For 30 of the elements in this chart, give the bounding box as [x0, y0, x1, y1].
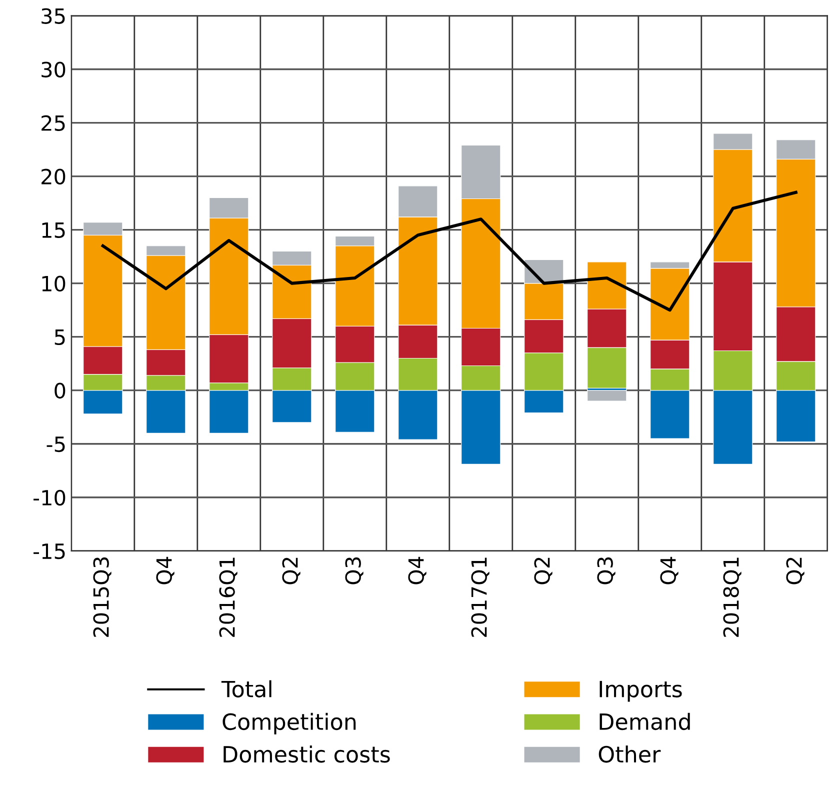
- x-tick-label: Q4: [660, 556, 678, 584]
- y-tick-label: 25: [42, 115, 65, 131]
- x-tick-label: 2015Q3: [93, 557, 112, 637]
- y-tick-label: -15: [34, 544, 65, 560]
- x-tick-label: Q3: [345, 557, 364, 584]
- y-tick-label: 20: [42, 168, 66, 184]
- x-tick-label: Q2: [786, 558, 804, 584]
- line-series: [101, 190, 798, 312]
- x-tick-label: Q2: [534, 558, 552, 584]
- legend-label: Demand: [600, 712, 690, 730]
- y-tick-label: 15: [42, 222, 65, 238]
- y-tick-label: 35: [42, 8, 65, 24]
- legend-label: Imports: [600, 680, 682, 702]
- legend-label: Other: [598, 745, 661, 763]
- x-tick-label: Q4: [408, 556, 426, 584]
- legend-label: Total: [221, 680, 272, 698]
- legend-label: Competition: [222, 712, 356, 734]
- y-tick-label: 5: [54, 330, 65, 346]
- y-tick-label: 10: [42, 276, 66, 292]
- x-tick-label: Q4: [156, 556, 174, 584]
- x-tick-label: 2017Q1: [471, 558, 490, 637]
- y-tick-label: -10: [34, 490, 66, 506]
- y-tick-label: 30: [42, 62, 66, 78]
- legend-label: Domestic costs: [224, 745, 390, 763]
- y-tick-label: 0: [54, 382, 66, 399]
- y-tick-label: -5: [46, 436, 65, 452]
- x-tick-label: 2018Q1: [723, 558, 742, 637]
- x-tick-label: Q2: [282, 558, 300, 584]
- x-tick-label: 2016Q1: [219, 558, 238, 637]
- x-tick-label: Q3: [597, 557, 616, 584]
